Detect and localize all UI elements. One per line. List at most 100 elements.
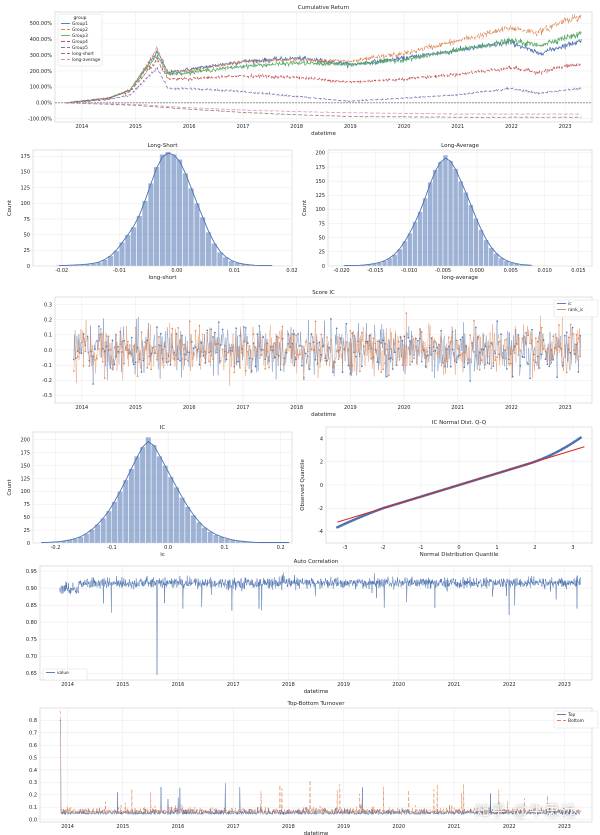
x-tick-label: 2023 [559, 124, 572, 130]
ic-point [107, 335, 110, 338]
histogram-bar [106, 510, 112, 544]
y-tick-label: 0.8 [29, 718, 37, 724]
histogram-bar [179, 497, 185, 544]
ic-point [523, 356, 526, 359]
x-tick-label: 2015 [116, 682, 129, 688]
y-tick-label: 100.00% [30, 85, 52, 91]
qq-fit-line [337, 446, 585, 523]
y-tick-label: 0.2 [29, 793, 37, 799]
ic-point [417, 339, 419, 342]
series-long-short [65, 102, 582, 119]
ic-point [221, 328, 224, 331]
x-tick-label: 2017 [237, 405, 250, 411]
histogram-bar [422, 197, 428, 267]
histogram-bar [498, 257, 504, 267]
qq-point [579, 436, 582, 439]
x-tick-label: 2023 [559, 405, 572, 411]
y-tick-label: -4 [318, 529, 323, 535]
histogram-bar [458, 180, 464, 267]
panel-cum: Cumulative Return datetime -100.00% 0.00% 10… [28, 5, 593, 137]
y-tick-label: -100.00% [28, 117, 52, 123]
ic-point [361, 365, 363, 368]
legend [42, 668, 88, 681]
legend-title: group [73, 15, 86, 21]
ic-point [509, 362, 512, 365]
histogram-bar [176, 159, 183, 267]
y-tick-label: 0 [322, 264, 325, 270]
y-tick-label: 150 [315, 179, 325, 185]
y-tick-label: 300.00% [30, 53, 52, 59]
histogram-bar [468, 204, 474, 267]
histogram-bar [213, 534, 219, 544]
histogram-bar [122, 479, 129, 544]
histogram-bar [392, 254, 398, 267]
ic-point [148, 363, 150, 365]
ic-point [347, 364, 350, 367]
y-tick-label: 0 [27, 264, 30, 270]
y-tick-label: 0.75 [26, 637, 37, 643]
y-tick-label: 75 [24, 502, 30, 508]
histogram-bar [139, 446, 146, 544]
ic-point [355, 351, 357, 353]
ic-point [72, 370, 75, 372]
histogram-bar [94, 524, 101, 544]
ic-point [140, 331, 143, 333]
legend-entry: Top [567, 712, 576, 718]
x-tick-label: 0.00 [171, 268, 182, 274]
histogram-bar [113, 250, 120, 267]
y-tick-label: 175 [315, 165, 325, 171]
y-tick-label: 0.5 [29, 755, 37, 761]
x-tick-label: -2 [381, 545, 386, 551]
histogram-bar [188, 188, 195, 267]
y-tick-label: 125 [20, 185, 30, 191]
x-tick-label: 2018 [290, 124, 303, 130]
x-axis-label: datetime [304, 831, 329, 835]
y-tick-label: 200.00% [30, 69, 52, 75]
ic-point [217, 321, 220, 323]
y-tick-label: 200 [20, 438, 30, 444]
histogram-bar [134, 456, 140, 544]
ic-point [171, 327, 174, 330]
y-tick-label: 0.3 [29, 780, 37, 786]
ic-point [565, 331, 568, 334]
histogram-bar [156, 456, 163, 544]
x-tick-label: 0.005 [504, 268, 518, 274]
chart-title: IC [160, 425, 166, 431]
histogram-bar [184, 506, 191, 544]
y-tick-label: 0.2 [44, 318, 52, 324]
ic-point [488, 363, 491, 365]
ic-point [411, 361, 413, 363]
ic-point [229, 346, 232, 349]
ic-point [552, 359, 555, 361]
histogram-bar [162, 465, 168, 544]
y-tick-label: 150 [20, 170, 30, 176]
histogram-bar [407, 233, 413, 267]
series-ic [73, 316, 582, 385]
chart-title: Auto Correlation [294, 559, 339, 565]
histogram-bar [165, 151, 171, 267]
ic-point [245, 327, 247, 329]
x-tick-label: 2019 [337, 824, 350, 830]
x-tick-label: 2016 [172, 824, 185, 830]
x-tick-label: -1 [419, 545, 424, 551]
x-tick-label: 2015 [129, 405, 142, 411]
y-tick-label: 400.00% [30, 37, 52, 43]
x-tick-label: -0.020 [333, 268, 349, 274]
histogram-bar [222, 257, 229, 267]
x-tick-label: 2019 [344, 124, 357, 130]
series-value [59, 572, 581, 675]
y-axis-label: Count [302, 199, 308, 216]
y-tick-label: 200 [315, 151, 325, 157]
x-tick-label: 0.010 [537, 268, 551, 274]
histogram-bar [83, 533, 90, 544]
x-tick-label: -0.02 [55, 268, 68, 274]
legend-entry: long-short [72, 51, 94, 57]
histogram-bar [199, 216, 206, 267]
ic-point [359, 370, 361, 373]
x-tick-label: 2 [533, 545, 536, 551]
x-tick-label: 0 [457, 545, 460, 551]
y-tick-label: -0.2 [42, 378, 52, 384]
x-tick-label: 2023 [558, 824, 571, 830]
y-tick-label: 0.70 [26, 654, 37, 660]
histogram-bar [151, 444, 157, 544]
